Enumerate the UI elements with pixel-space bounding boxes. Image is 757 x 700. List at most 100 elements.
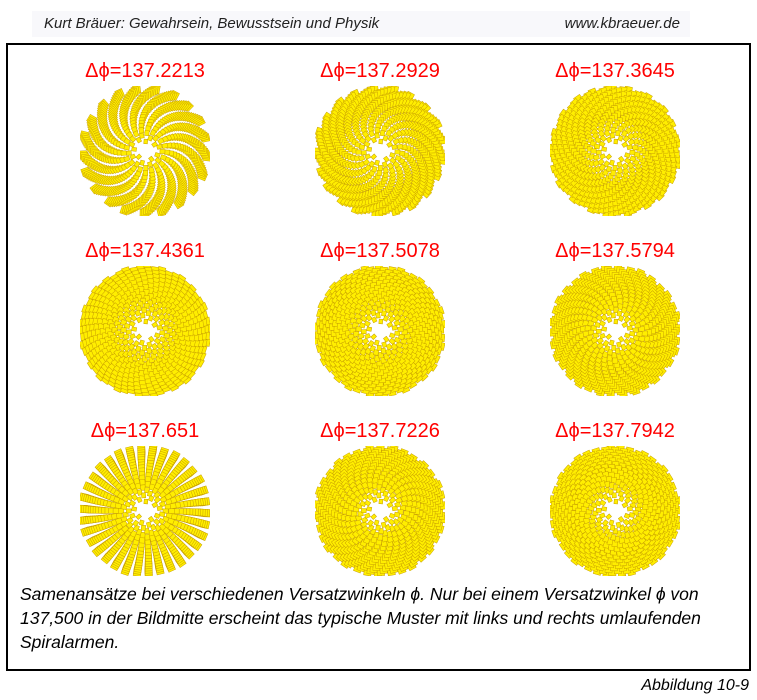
seed [636,330,643,337]
seed [375,312,381,319]
seed [626,506,633,512]
seed [634,322,641,329]
seed [594,519,603,528]
seed [623,512,631,520]
seed [131,493,139,501]
seed [359,348,368,357]
seed [156,505,163,511]
seed [613,498,619,505]
seed [590,341,599,350]
seed [148,166,155,174]
seed [146,490,154,498]
seed [599,153,606,160]
seed [123,144,131,151]
seed [601,506,608,512]
seed [156,324,163,331]
seed [601,519,609,527]
seed [394,330,401,337]
seed [383,335,390,343]
seed [622,310,631,319]
seed [130,314,138,322]
seed [353,331,360,337]
seed [612,301,618,308]
seed [371,304,379,312]
seed [378,318,384,325]
seed [614,347,621,355]
seed [601,523,609,532]
seed [592,332,600,339]
seed [388,315,396,323]
seed [132,340,140,348]
seed [367,519,374,527]
seed [621,501,629,509]
seed-pattern [80,266,210,396]
figure-frame: Δϕ=137.2213 Δϕ=137.2929 Δϕ=137.3645 Δϕ=137.… [6,43,751,671]
seed [153,512,161,519]
seed [392,138,400,146]
seed [137,165,144,173]
seed [139,132,145,139]
seed [611,344,617,351]
seed [153,518,161,526]
seed [616,167,624,174]
seed-pattern [550,266,680,396]
seed [623,332,631,339]
seed [622,135,630,143]
seed [620,129,628,138]
seed [364,512,371,519]
seed [386,141,394,148]
seed [381,310,387,317]
seed [124,315,133,323]
seed [391,144,398,150]
seed [609,132,616,139]
seed [133,160,141,168]
seed [624,152,631,159]
header-title: Kurt Bräuer: Gewahrsein, Bewusstsein und… [44,15,380,32]
seed [595,328,602,334]
seed [151,501,159,509]
phyllotaxis-panel: Δϕ=137.651 [25,408,265,588]
seed [595,314,604,322]
seed [125,329,132,335]
seed [632,327,639,333]
seed [135,316,143,324]
seed [151,310,159,318]
seed [380,347,387,355]
seed [624,492,632,500]
seed [129,512,136,519]
angle-label: Δϕ=137.5794 [555,240,675,262]
seed [587,320,595,327]
seed [153,496,161,504]
seed [154,332,161,339]
seed [392,518,400,526]
seed [364,333,371,340]
seed [374,127,381,134]
seed [358,322,366,329]
seed [595,149,602,155]
seed [154,524,162,532]
seed [621,321,629,329]
figure-label: Abbildung 10-9 [641,677,749,694]
seed [361,492,370,501]
seed [139,339,145,346]
seed [120,150,127,156]
header-url[interactable]: www.kbraeuer.de [564,15,680,32]
seed [629,149,636,156]
seed [593,143,601,150]
seed [584,325,592,332]
seed [606,496,613,503]
seed [621,162,629,170]
seed [356,342,365,351]
seed [358,144,366,150]
seed [390,342,399,351]
seed [112,508,120,514]
seed [129,333,136,340]
seed [389,157,397,165]
seed [138,127,145,134]
seed [364,308,372,317]
seed [143,318,149,325]
seed [376,169,382,176]
seed [388,512,396,519]
seed [394,149,401,155]
seed [140,524,147,531]
